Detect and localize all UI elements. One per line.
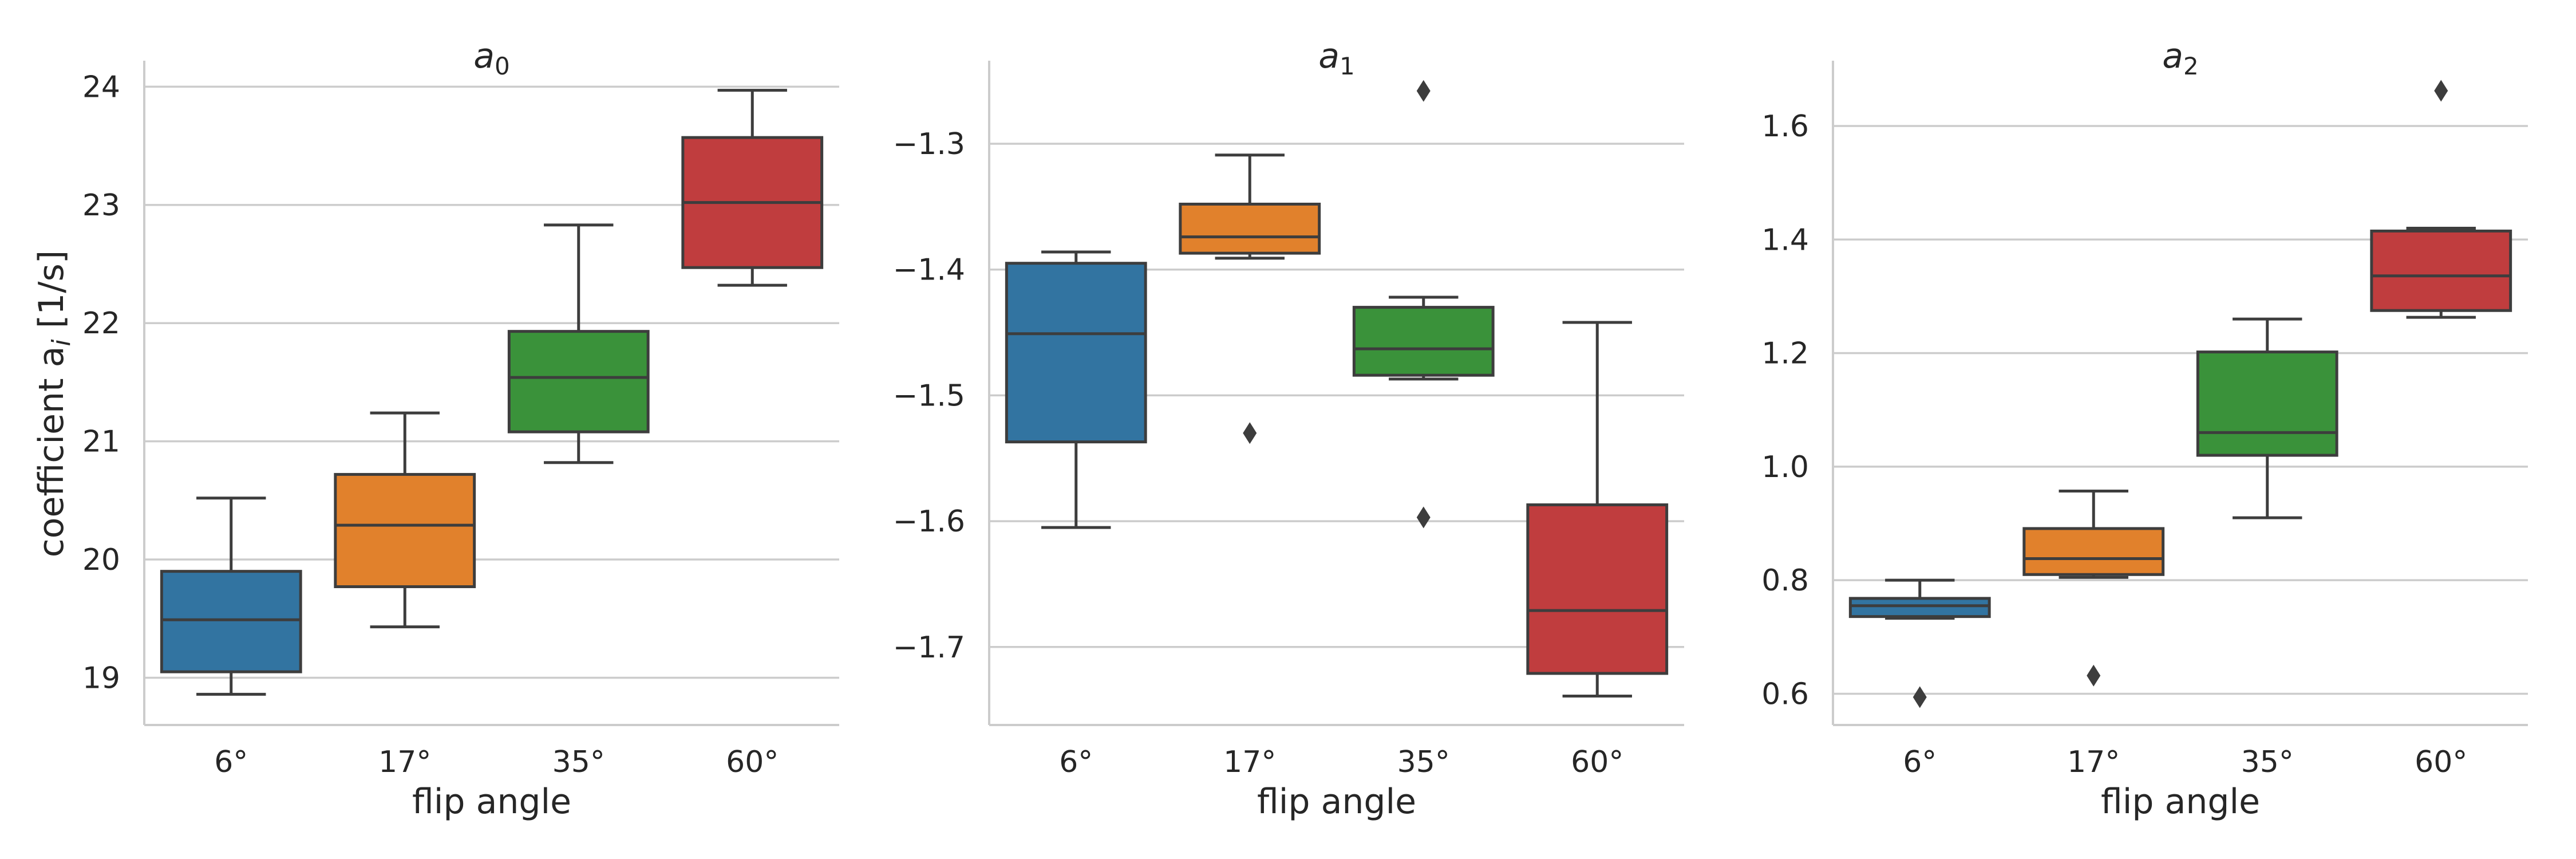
panel-a0: 19 20 21 22 23 24 6° 17° 35° 60° flip angle a0	[82, 36, 839, 822]
panel-title: a2	[2162, 36, 2199, 80]
y-tick-label: −1.6	[893, 505, 965, 539]
panel-title: a1	[1318, 36, 1355, 80]
box-body	[1179, 202, 1321, 255]
y-tick-label: 1.0	[1761, 450, 1809, 484]
box-60	[1526, 321, 1669, 698]
x-tick-label: 17°	[378, 745, 431, 779]
box-17	[334, 411, 476, 629]
box-body	[334, 472, 476, 589]
y-tick-label: −1.5	[893, 379, 965, 413]
y-tick-label: 24	[82, 70, 120, 104]
y-tick-label: 0.6	[1761, 677, 1809, 711]
panel-a2: 0.6 0.8 1.0 1.2 1.4 1.6 6° 17° 35° 60° flip angle a…	[1761, 36, 2528, 822]
outlier-point	[1913, 686, 1927, 708]
y-tick-label: 23	[82, 188, 120, 223]
y-tick-label: −1.7	[893, 631, 965, 665]
box-17	[1179, 153, 1321, 444]
x-tick-label: 35°	[1397, 745, 1450, 779]
y-tick-label: 1.6	[1761, 109, 1809, 144]
outlier-point	[1416, 506, 1431, 529]
x-tick-label: 35°	[552, 745, 605, 779]
x-axis-label: flip angle	[412, 782, 571, 822]
box-35	[1352, 80, 1495, 529]
panel-a1: −1.7 −1.6 −1.5 −1.4 −1.3 6° 17° 35° 60° flip angl…	[893, 36, 1684, 822]
panel-title: a0	[473, 36, 510, 80]
box-body	[1848, 597, 1991, 618]
box-body	[1005, 262, 1147, 444]
x-tick-label: 17°	[1223, 745, 1276, 779]
y-axis-label: coefficient ai [1/s]	[31, 250, 76, 557]
box-6	[1005, 250, 1147, 529]
y-tick-label: 1.2	[1761, 337, 1809, 371]
outlier-point	[1243, 422, 1257, 444]
y-tick-label: 20	[82, 543, 120, 577]
x-tick-label: 60°	[726, 745, 779, 779]
y-tick-label: 22	[82, 306, 120, 341]
box-60	[681, 89, 824, 287]
box-17	[2022, 490, 2165, 687]
box-35	[507, 223, 650, 464]
x-tick-label: 6°	[1059, 745, 1093, 779]
x-tick-label: 60°	[2415, 745, 2467, 779]
x-tick-label: 6°	[1903, 745, 1937, 779]
outlier-point	[2434, 80, 2448, 102]
y-tick-label: 19	[82, 661, 120, 695]
box-body	[2370, 229, 2512, 312]
outlier-point	[1416, 80, 1431, 102]
x-tick-label: 17°	[2067, 745, 2120, 779]
y-tick-label: 0.8	[1761, 564, 1809, 598]
y-tick-label: 21	[82, 425, 120, 459]
x-axis-label: flip angle	[2101, 782, 2260, 822]
y-tick-label: −1.3	[893, 127, 965, 161]
outlier-point	[2087, 664, 2101, 687]
x-tick-label: 6°	[214, 745, 248, 779]
box-body	[507, 330, 650, 434]
x-tick-label: 60°	[1571, 745, 1623, 779]
x-tick-label: 35°	[2241, 745, 2294, 779]
box-body	[1526, 503, 1669, 675]
box-60	[2370, 80, 2512, 319]
x-axis-label: flip angle	[1257, 782, 1416, 822]
box-body	[160, 570, 302, 673]
y-tick-label: 1.4	[1761, 223, 1809, 257]
box-6	[160, 497, 302, 696]
y-tick-label: −1.4	[893, 253, 965, 287]
box-body	[1352, 306, 1495, 377]
box-35	[2196, 317, 2338, 519]
box-body	[2022, 527, 2165, 576]
box-6	[1848, 578, 1991, 708]
box-body	[2196, 350, 2338, 457]
